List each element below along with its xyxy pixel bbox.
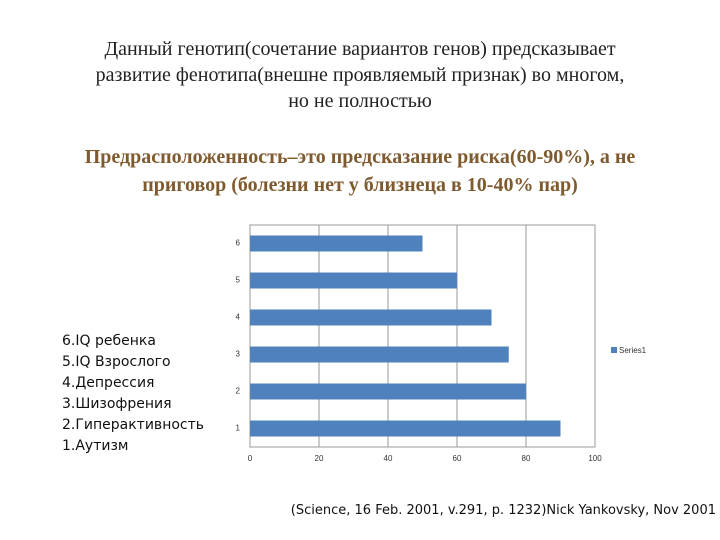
list-item: 1.Аутизм xyxy=(62,438,128,454)
x-tick-label: 20 xyxy=(315,454,324,463)
bar xyxy=(250,346,509,363)
list-item: 5.IQ Взрослого xyxy=(62,354,171,370)
list-item: 2.Гиперактивность xyxy=(62,417,204,433)
bar xyxy=(250,272,457,289)
heading-line: развитие фенотипа(внешне проявляемый при… xyxy=(96,64,625,86)
y-tick-label: 1 xyxy=(236,424,241,433)
subheading-line: приговор (болезни нет у близнеца в 10-40… xyxy=(142,174,578,196)
list-item: 4.Депрессия xyxy=(62,375,154,391)
y-tick-label: 4 xyxy=(236,313,241,322)
legend-label: Series1 xyxy=(619,346,647,355)
y-tick-label: 3 xyxy=(236,350,241,359)
x-tick-label: 100 xyxy=(588,454,602,463)
y-tick-label: 5 xyxy=(236,276,241,285)
citation: (Science, 16 Feb. 2001, v.291, p. 1232)N… xyxy=(291,503,716,518)
subheading-line: Предрасположенность–это предсказание рис… xyxy=(85,146,636,168)
x-tick-label: 40 xyxy=(384,454,393,463)
legend-swatch xyxy=(611,347,617,353)
list-item: 6.IQ ребенка xyxy=(62,333,156,349)
plot-area xyxy=(249,224,596,448)
bar xyxy=(250,420,561,437)
heading-line: Данный генотип(сочетание вариантов генов… xyxy=(104,38,615,60)
list-item: 3.Шизофрения xyxy=(62,396,172,412)
x-tick-label: 80 xyxy=(522,454,531,463)
heading-line: но не полностью xyxy=(288,90,432,112)
x-tick-label: 60 xyxy=(453,454,462,463)
bar xyxy=(250,309,492,326)
x-tick-label: 0 xyxy=(248,454,253,463)
bar xyxy=(250,383,526,400)
y-tick-label: 6 xyxy=(236,239,241,248)
y-tick-label: 2 xyxy=(236,387,241,396)
bar xyxy=(250,235,423,252)
